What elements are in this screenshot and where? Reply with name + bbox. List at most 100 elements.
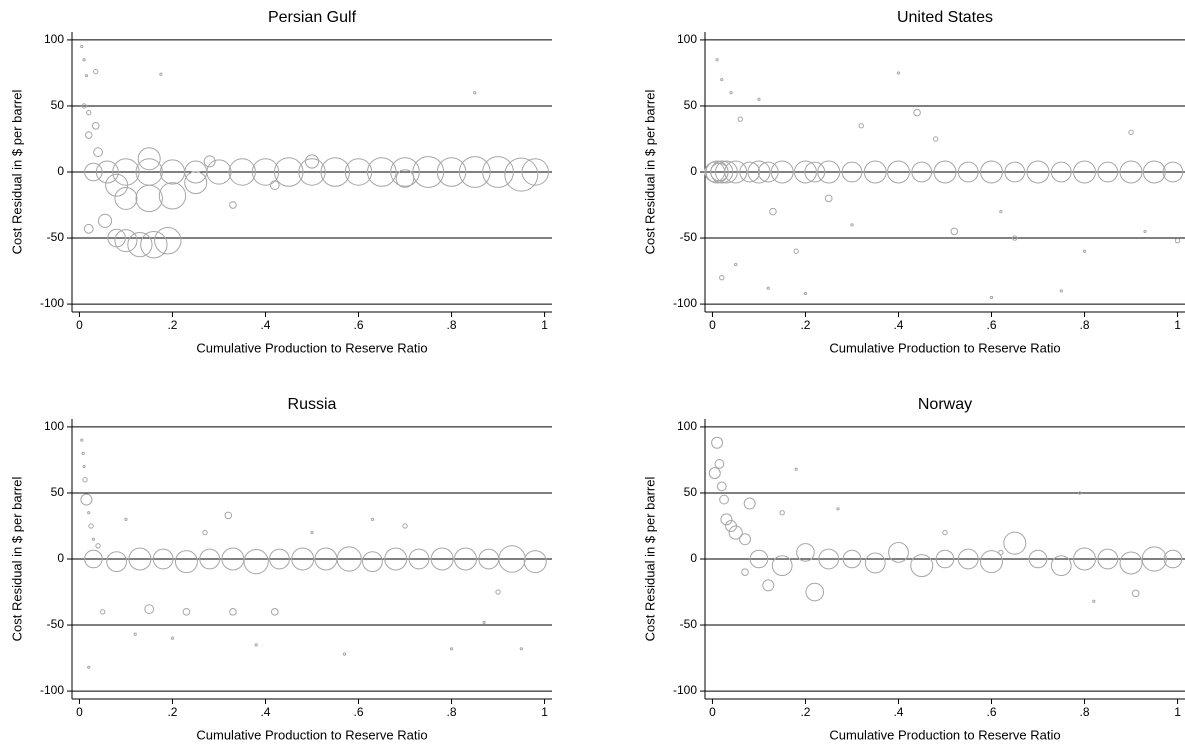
- y-tick-label: 100: [44, 32, 64, 46]
- bubble: [137, 147, 161, 171]
- bubble: [728, 525, 743, 540]
- bubble: [741, 568, 749, 577]
- bubble: [366, 157, 397, 187]
- bubble: [743, 497, 756, 510]
- bubble: [95, 160, 119, 184]
- bubble: [128, 547, 152, 571]
- panel-title: Russia: [288, 396, 337, 413]
- bubble: [304, 154, 320, 169]
- x-axis-label: Cumulative Production to Reserve Ratio: [196, 340, 427, 355]
- bubble: [1026, 160, 1050, 184]
- bubble: [436, 157, 467, 187]
- bubble: [957, 548, 979, 570]
- bubble: [711, 436, 724, 449]
- bubble: [182, 608, 191, 616]
- bubble: [495, 589, 501, 595]
- bubble: [888, 541, 909, 563]
- bubble: [482, 156, 514, 188]
- bubble: [769, 207, 777, 216]
- bubble: [184, 171, 208, 195]
- bubble: [97, 213, 113, 228]
- y-tick-label: 0: [57, 164, 64, 178]
- bubble: [170, 636, 175, 640]
- bubble: [82, 58, 86, 62]
- x-tick-label: .6: [354, 318, 364, 332]
- bubble: [81, 103, 87, 109]
- x-tick-label: .2: [167, 705, 177, 719]
- bubble: [771, 555, 793, 577]
- bubble: [152, 548, 174, 570]
- bubble: [203, 155, 216, 168]
- bubble: [836, 507, 840, 511]
- y-tick-label: 100: [677, 419, 697, 433]
- bubble: [523, 550, 547, 574]
- bubble: [80, 44, 84, 49]
- bubble: [720, 77, 724, 82]
- x-axis-label: Cumulative Production to Reserve Ratio: [829, 340, 1060, 355]
- bubble: [1012, 235, 1018, 241]
- bubble: [224, 511, 233, 520]
- bubble: [803, 291, 808, 296]
- bubble: [1119, 160, 1143, 184]
- bubble: [430, 547, 454, 571]
- bubble: [473, 91, 477, 95]
- bubble: [114, 186, 138, 210]
- bubble: [1050, 161, 1072, 183]
- x-tick-label: .2: [167, 318, 177, 332]
- x-axis-label: Cumulative Production to Reserve Ratio: [829, 727, 1060, 742]
- y-tick-label: -100: [673, 296, 697, 310]
- bubble: [199, 548, 221, 570]
- bubble: [124, 517, 128, 521]
- bubble: [91, 537, 95, 541]
- bubble: [858, 123, 864, 129]
- bubble: [390, 157, 420, 187]
- y-tick-label: 50: [51, 98, 65, 112]
- bubble: [796, 543, 815, 562]
- bubble: [749, 549, 769, 569]
- panel-title: United States: [897, 9, 993, 26]
- y-tick-label: 50: [684, 98, 698, 112]
- bubble: [720, 513, 733, 526]
- y-tick-label: 0: [690, 551, 697, 565]
- bubble: [1143, 229, 1147, 234]
- x-tick-label: .8: [447, 705, 457, 719]
- y-tick-label: 0: [57, 551, 64, 565]
- x-tick-label: .6: [987, 318, 997, 332]
- bubble: [273, 157, 304, 187]
- bubble: [229, 201, 237, 209]
- bubble: [127, 232, 153, 258]
- panel-title: Norway: [918, 396, 972, 413]
- bubble: [935, 549, 955, 569]
- x-tick-label: .6: [987, 705, 997, 719]
- bubble: [228, 158, 256, 186]
- bubble: [1128, 129, 1134, 136]
- bubble: [910, 554, 934, 578]
- bubble: [1119, 551, 1143, 575]
- bubble: [84, 131, 93, 139]
- bubble: [99, 609, 106, 615]
- bubble: [174, 550, 198, 574]
- x-tick-label: .8: [1080, 705, 1090, 719]
- bubble: [737, 116, 744, 122]
- bubble: [453, 547, 477, 571]
- bubble: [1174, 237, 1181, 244]
- y-axis-label: Cost Residual in $ per barrel: [9, 477, 24, 642]
- bubble: [140, 230, 168, 259]
- bubble: [715, 58, 719, 62]
- bubble: [95, 543, 101, 549]
- bubble: [270, 608, 279, 616]
- bubble: [1162, 161, 1184, 183]
- bubble: [793, 160, 817, 184]
- bubble: [942, 529, 948, 536]
- bubble: [841, 161, 863, 183]
- y-tick-label: 50: [51, 485, 65, 499]
- bubble: [112, 158, 140, 186]
- bubble: [818, 548, 840, 570]
- bubble: [779, 510, 785, 516]
- x-tick-label: .6: [354, 705, 364, 719]
- bubble: [886, 160, 910, 184]
- bubble: [504, 157, 539, 192]
- bubble: [106, 551, 128, 573]
- bubble: [766, 286, 770, 290]
